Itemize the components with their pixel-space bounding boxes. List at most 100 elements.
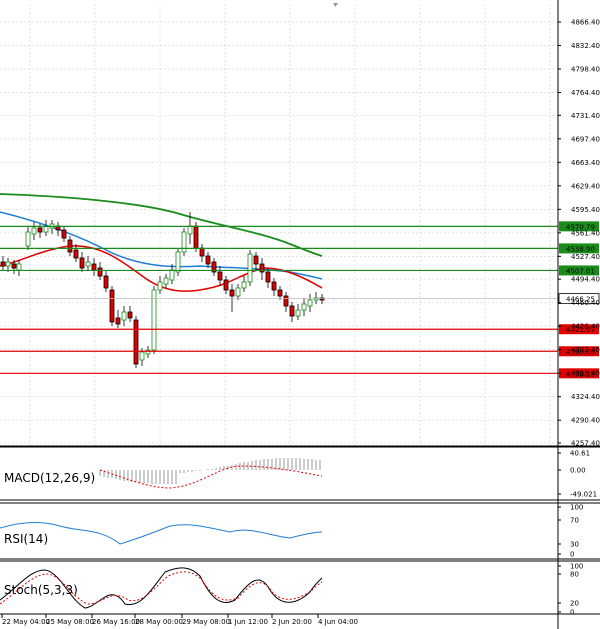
candle-body xyxy=(163,277,169,285)
price-tick-label: 4460.40 xyxy=(571,299,600,307)
macd-panel[interactable]: MACD(12,26,9) 40.61 0.00 -49.021 xyxy=(4,450,597,499)
stoch-title: Stoch(5,3,3) xyxy=(4,583,78,597)
price-tick-label: 4731.40 xyxy=(571,112,600,120)
candlestick xyxy=(259,258,265,280)
resistance-label: 4507.01 xyxy=(566,267,595,275)
candlestick xyxy=(253,252,259,270)
ma-mid-line xyxy=(0,211,323,280)
candlestick xyxy=(25,226,31,250)
time-tick-label: 22 May 04:00 xyxy=(2,618,50,626)
rsi-panel[interactable]: RSI(14) 100 70 30 0 xyxy=(0,504,583,559)
candlestick xyxy=(151,286,157,354)
support-label-bg xyxy=(559,324,599,335)
candle-body xyxy=(127,311,133,319)
candle-body xyxy=(16,263,22,271)
candle-body xyxy=(0,261,6,267)
macd-tick-label: -49.021 xyxy=(570,491,597,499)
candle-body xyxy=(139,351,145,361)
candlestick xyxy=(109,286,115,326)
time-tick-label: 2 Jun 20:00 xyxy=(272,618,312,626)
candle-body xyxy=(283,295,289,307)
stoch-main-line xyxy=(0,567,323,609)
ma-fast-line xyxy=(0,245,323,292)
price-tick-label: 4290.40 xyxy=(571,417,600,425)
price-tick-label: 4358.40 xyxy=(571,370,600,378)
support-label-bg xyxy=(559,368,599,379)
candle-body xyxy=(295,309,301,317)
rsi-tick-label: 30 xyxy=(570,541,579,549)
time-tick-label: 25 May 08:00 xyxy=(46,618,94,626)
support-label: 4421.97 xyxy=(566,326,595,334)
candle-body xyxy=(25,231,31,247)
candlestick xyxy=(163,274,169,288)
candle-body xyxy=(217,271,223,281)
price-tick-label: 4866.40 xyxy=(571,19,600,27)
stoch-tick-label: 80 xyxy=(570,571,579,579)
support-resistance-levels: 4570.79 4538.90 4507.01 4421.97 4390.08 4358.… xyxy=(0,221,600,379)
candlestick xyxy=(67,236,73,256)
candle-body xyxy=(151,289,157,351)
price-tick-label: 4392.40 xyxy=(571,346,600,354)
chart-shift-marker-icon[interactable] xyxy=(333,3,338,7)
candle-body xyxy=(133,319,139,365)
candle-body xyxy=(85,261,91,267)
candle-body xyxy=(307,299,313,307)
candlestick xyxy=(217,266,223,286)
candlestick xyxy=(0,256,6,270)
current-price-label: 4466.25 xyxy=(566,296,595,304)
time-tick-label: 4 Jun 04:00 xyxy=(318,618,358,626)
rsi-title: RSI(14) xyxy=(4,532,48,546)
candle-body xyxy=(229,289,235,297)
support-label: 4358.19 xyxy=(566,370,595,378)
price-panel[interactable]: 4570.79 4538.90 4507.01 4421.97 4390.08 4358.… xyxy=(0,3,600,448)
resistance-label-bg xyxy=(559,243,599,254)
resistance-label-bg xyxy=(559,265,599,276)
candlestick xyxy=(5,258,11,272)
candle-body xyxy=(205,255,211,265)
candlestick xyxy=(295,304,301,320)
stoch-tick-label: 20 xyxy=(570,600,579,608)
candle-body xyxy=(301,303,307,311)
candlestick xyxy=(205,252,211,268)
candlestick xyxy=(61,226,67,242)
candle-body xyxy=(175,251,181,273)
time-tick-label: 26 May 16:00 xyxy=(92,618,140,626)
candlestick xyxy=(289,302,295,322)
candle-body xyxy=(271,281,277,291)
candle-body xyxy=(61,229,67,239)
candlestick xyxy=(283,292,289,312)
rsi-tick-label: 100 xyxy=(570,504,583,512)
candlestick xyxy=(79,252,85,272)
candlestick xyxy=(181,228,187,256)
candle-body xyxy=(5,261,11,267)
support-label-bg xyxy=(559,346,599,357)
price-tick-label: 4595.40 xyxy=(571,206,600,214)
candle-body xyxy=(181,231,187,253)
rsi-line xyxy=(0,521,323,545)
macd-tick-label: 40.61 xyxy=(570,450,590,458)
candlesticks xyxy=(0,212,325,368)
rsi-tick-label: 0 xyxy=(570,551,574,559)
macd-signal-line xyxy=(99,465,323,489)
price-tick-label: 4324.40 xyxy=(571,393,600,401)
ma-slow-line xyxy=(0,193,323,257)
candlestick xyxy=(85,256,91,270)
candle-body xyxy=(193,225,199,249)
candlestick xyxy=(73,244,79,262)
price-grid xyxy=(0,4,558,446)
resistance-label: 4570.79 xyxy=(566,223,595,231)
candlestick xyxy=(265,268,271,288)
stoch-tick-label: 100 xyxy=(570,563,583,571)
candle-body xyxy=(67,239,73,253)
candlestick xyxy=(241,276,247,292)
time-tick-label: 1 Jun 12:00 xyxy=(228,618,268,626)
price-tick-label: 4257.40 xyxy=(571,440,600,448)
price-tick-label: 4561.40 xyxy=(571,229,600,237)
macd-title: MACD(12,26,9) xyxy=(4,471,95,485)
candlestick xyxy=(211,258,217,276)
candle-body xyxy=(115,317,121,325)
candlestick xyxy=(277,286,283,300)
